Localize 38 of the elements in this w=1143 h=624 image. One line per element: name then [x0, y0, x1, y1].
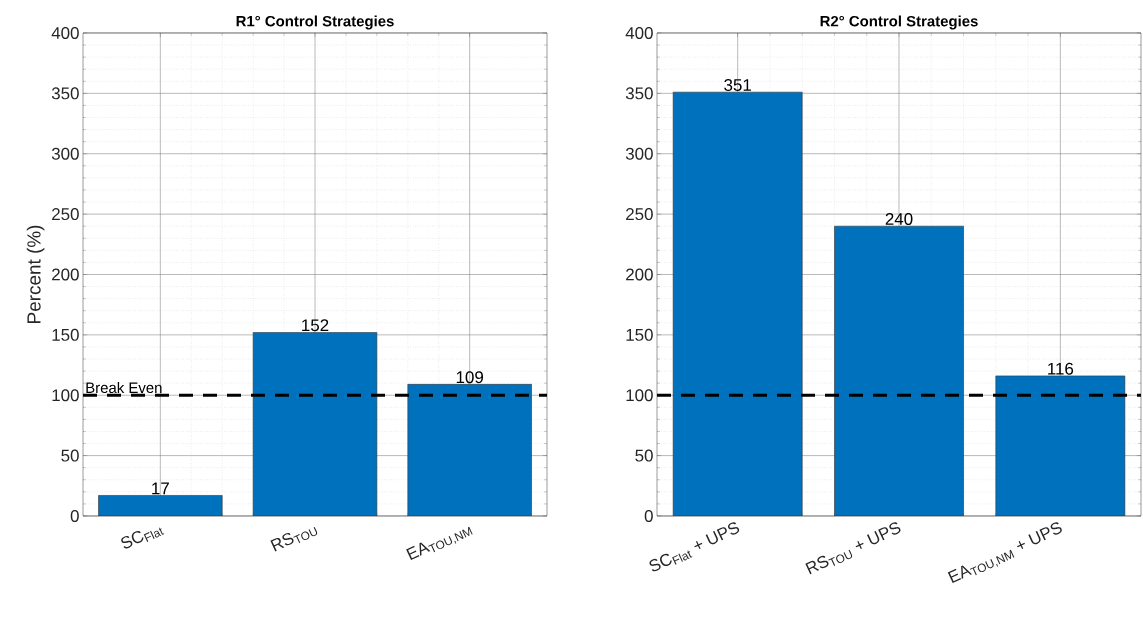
- y-tick-label: 250: [52, 208, 79, 221]
- bar: [834, 226, 964, 516]
- y-tick-label: 200: [626, 268, 653, 281]
- y-tick-label: 300: [51, 147, 79, 160]
- y-tick-label: 0: [644, 509, 653, 522]
- y-tick-label: 150: [52, 328, 79, 341]
- data-label: 116: [1048, 362, 1074, 375]
- data-label: 109: [456, 371, 484, 384]
- y-tick-label: 100: [626, 389, 653, 402]
- x-tick-label: SC$_{Flat}$: [121, 527, 165, 549]
- bar: [252, 332, 378, 516]
- bar: [673, 92, 803, 516]
- y-tick-label: 200: [52, 268, 79, 281]
- ref-line-label: Break Even: [86, 382, 162, 394]
- y-axis-title: Percent (%): [26, 225, 45, 323]
- y-tick-label: 100: [52, 389, 79, 402]
- y-tick-label: 350: [625, 87, 653, 100]
- bar: [995, 375, 1126, 516]
- bar: [407, 384, 532, 516]
- y-tick-label: 300: [625, 147, 653, 160]
- data-label: 152: [302, 319, 329, 332]
- x-tick-label: SC$_{Flat}$ + UPS: [649, 522, 740, 572]
- y-tick-label: 0: [70, 509, 79, 522]
- y-tick-label: 400: [625, 26, 653, 39]
- x-tick-label: RS$_{TOU}$ + UPS: [805, 522, 901, 575]
- x-tick-label: RS$_{TOU}$: [270, 526, 318, 552]
- y-tick-label: 350: [51, 87, 79, 100]
- y-tick-label: 50: [635, 449, 653, 462]
- chart-title: R2° Control Strategies: [820, 15, 978, 30]
- data-label: 17: [152, 482, 169, 495]
- bar: [98, 495, 223, 516]
- data-label: 351: [724, 78, 751, 91]
- y-tick-label: 250: [626, 208, 653, 221]
- y-tick-label: 50: [61, 449, 79, 462]
- y-tick-label: 400: [51, 26, 79, 39]
- y-tick-label: 150: [626, 328, 653, 341]
- data-label: 240: [885, 212, 913, 225]
- chart-title: R1° Control Strategies: [236, 15, 394, 30]
